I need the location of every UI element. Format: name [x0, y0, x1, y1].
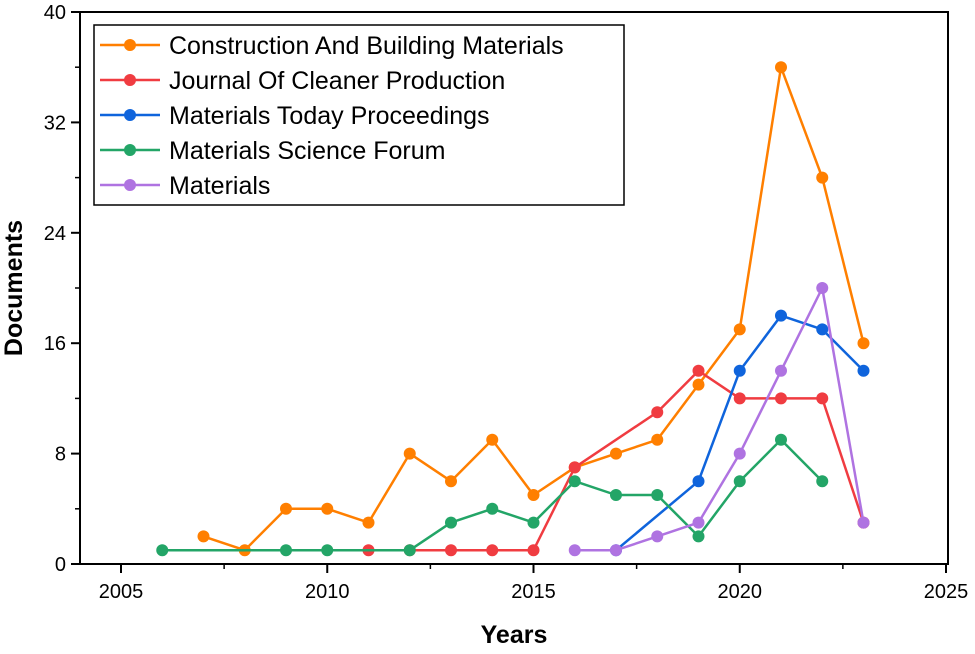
data-point-materials-science-forum — [527, 516, 540, 529]
data-point-construction-and-building-materials — [857, 337, 870, 350]
data-point-construction-and-building-materials — [775, 61, 787, 74]
data-point-materials — [568, 544, 581, 557]
data-point-materials-today-proceedings — [775, 309, 787, 322]
y-tick-label: 8 — [55, 444, 66, 466]
data-point-materials — [692, 516, 705, 529]
data-point-construction-and-building-materials — [321, 502, 334, 515]
data-point-materials — [610, 544, 622, 557]
data-point-journal-of-cleaner-production — [733, 392, 746, 405]
data-point-construction-and-building-materials — [692, 378, 705, 391]
data-point-materials-science-forum — [733, 475, 746, 488]
x-tick-label: 2015 — [511, 581, 556, 603]
data-point-construction-and-building-materials — [486, 433, 499, 446]
series-materials-science-forum — [156, 433, 829, 557]
data-point-journal-of-cleaner-production — [445, 544, 457, 557]
data-point-materials-science-forum — [816, 475, 829, 488]
legend-label: Construction And Building Materials — [169, 32, 564, 60]
data-point-materials — [775, 364, 787, 377]
series-journal-of-cleaner-production — [362, 364, 870, 557]
series-line-materials-science-forum — [162, 438, 824, 552]
series-materials-today-proceedings — [610, 309, 870, 557]
data-point-journal-of-cleaner-production — [775, 392, 787, 405]
data-point-materials-science-forum — [321, 544, 334, 557]
data-point-materials-science-forum — [775, 433, 787, 446]
axes: 2005 2010 2015 2020 2025 0 8 16 24 32 40 — [44, 2, 969, 603]
data-point-materials-science-forum — [156, 544, 169, 557]
legend-swatch-marker — [124, 144, 136, 156]
data-point-materials — [816, 282, 829, 294]
data-point-materials — [857, 516, 870, 529]
x-axis-label: Years — [481, 621, 548, 649]
y-tick-label: 16 — [44, 333, 66, 355]
y-tick-label: 40 — [44, 2, 66, 24]
data-point-materials-today-proceedings — [816, 323, 829, 336]
y-tick-label: 32 — [44, 112, 66, 134]
data-point-construction-and-building-materials — [403, 447, 416, 460]
data-point-materials-science-forum — [651, 489, 664, 501]
legend-label: Materials Science Forum — [169, 137, 445, 165]
legend-swatch-marker — [124, 39, 136, 51]
y-tick-label: 0 — [55, 554, 66, 576]
data-point-materials-science-forum — [403, 544, 416, 557]
legend-label: Materials Today Proceedings — [169, 102, 490, 130]
data-point-construction-and-building-materials — [816, 171, 829, 184]
data-point-journal-of-cleaner-production — [816, 392, 829, 405]
data-point-journal-of-cleaner-production — [692, 364, 705, 377]
legend-item-construction-and-building-materials: Construction And Building Materials — [100, 32, 564, 60]
legend-swatch-marker — [124, 179, 136, 191]
series-line-materials-today-proceedings — [615, 314, 865, 552]
data-point-materials-science-forum — [692, 530, 705, 543]
x-tick-label: 2020 — [718, 581, 763, 603]
data-point-materials-science-forum — [610, 489, 622, 501]
legend-swatch-marker — [124, 109, 136, 121]
data-point-journal-of-cleaner-production — [568, 461, 581, 474]
data-point-materials — [651, 530, 664, 543]
x-tick-label: 2025 — [924, 581, 969, 603]
series-line-materials — [574, 286, 865, 552]
legend-swatch-marker — [124, 74, 136, 86]
data-point-construction-and-building-materials — [197, 530, 210, 543]
data-point-construction-and-building-materials — [610, 447, 622, 460]
series-materials — [568, 282, 870, 557]
data-point-construction-and-building-materials — [362, 516, 375, 529]
legend-item-journal-of-cleaner-production: Journal Of Cleaner Production — [100, 67, 505, 95]
series-line-journal-of-cleaner-production — [368, 369, 865, 552]
series-group — [156, 61, 870, 557]
data-point-materials-today-proceedings — [733, 364, 746, 377]
data-point-construction-and-building-materials — [527, 489, 540, 501]
legend-label: Journal Of Cleaner Production — [169, 67, 505, 95]
x-tick-label: 2010 — [305, 581, 350, 603]
legend-label: Materials — [169, 172, 270, 200]
data-point-materials-science-forum — [568, 475, 581, 488]
data-point-construction-and-building-materials — [733, 323, 746, 336]
data-point-journal-of-cleaner-production — [527, 544, 540, 557]
legend-item-materials: Materials — [100, 172, 270, 200]
data-point-journal-of-cleaner-production — [486, 544, 499, 557]
data-point-materials-today-proceedings — [857, 364, 870, 377]
y-tick-label: 24 — [44, 223, 66, 245]
legend-box — [93, 24, 625, 206]
data-point-materials-science-forum — [445, 516, 457, 529]
data-point-materials-today-proceedings — [692, 475, 705, 488]
series-construction-and-building-materials — [197, 61, 870, 557]
data-point-construction-and-building-materials — [445, 475, 457, 488]
legend-item-materials-today-proceedings: Materials Today Proceedings — [100, 102, 490, 130]
data-point-materials-science-forum — [486, 502, 499, 515]
data-point-materials — [733, 447, 746, 460]
data-point-materials-science-forum — [280, 544, 292, 557]
data-point-journal-of-cleaner-production — [651, 406, 664, 419]
legend: Construction And Building Materials Journ… — [93, 24, 625, 206]
x-tick-label: 2005 — [99, 581, 144, 603]
y-axis-label: Documents — [0, 220, 28, 356]
data-point-construction-and-building-materials — [280, 502, 292, 515]
legend-item-materials-science-forum: Materials Science Forum — [100, 137, 445, 165]
data-point-construction-and-building-materials — [651, 433, 664, 446]
